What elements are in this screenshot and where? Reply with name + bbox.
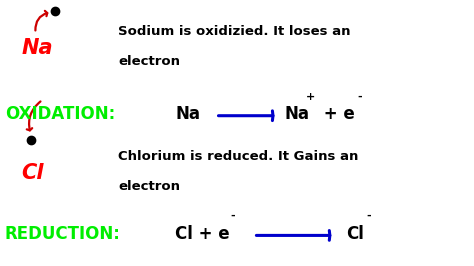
Text: electron: electron xyxy=(118,180,181,193)
Text: Cl: Cl xyxy=(21,163,44,183)
Text: Sodium is oxidizied. It loses an: Sodium is oxidizied. It loses an xyxy=(118,26,351,38)
Text: REDUCTION:: REDUCTION: xyxy=(5,225,120,243)
Text: Cl + e: Cl + e xyxy=(175,225,230,243)
Text: Na: Na xyxy=(21,38,53,58)
Text: electron: electron xyxy=(118,55,181,68)
Text: OXIDATION:: OXIDATION: xyxy=(5,105,115,123)
Text: Na: Na xyxy=(175,105,201,123)
Text: -: - xyxy=(358,92,363,102)
Text: Chlorium is reduced. It Gains an: Chlorium is reduced. It Gains an xyxy=(118,151,359,163)
Text: Cl: Cl xyxy=(346,225,364,243)
Text: -: - xyxy=(366,210,371,221)
Text: Na: Na xyxy=(284,105,310,123)
Text: +: + xyxy=(306,92,315,102)
Text: + e: + e xyxy=(318,105,355,123)
Text: -: - xyxy=(230,210,235,221)
